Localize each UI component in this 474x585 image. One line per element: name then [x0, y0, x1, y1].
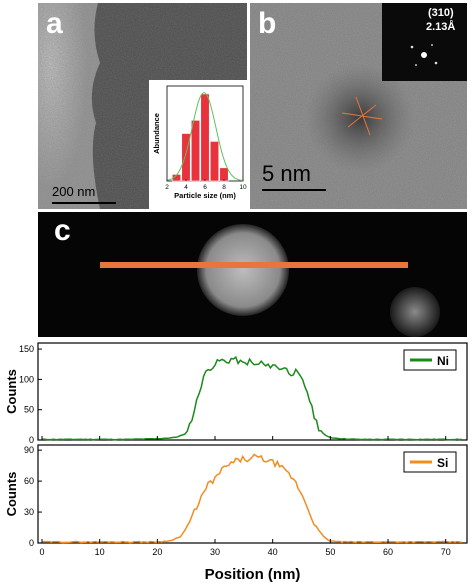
line-scan-charts: 0 50 100 150 Counts Ni 0 30 60 90 Counts Si 0 10 20 30 4… [4, 342, 468, 583]
ni-legend-label: Ni [437, 354, 449, 368]
ni-plot-frame [37, 342, 468, 441]
panel-b-micrograph: b (310) 2.13Å 5 nm [250, 3, 467, 209]
line-scan-path [100, 262, 408, 268]
x-tick-label: 0 [39, 547, 44, 557]
scale-bar-label: 200 nm [52, 184, 96, 199]
si-y-tick-label: 0 [29, 538, 34, 548]
fft-inset: (310) 2.13Å [382, 3, 467, 81]
hist-x-tick-label: 4 [184, 184, 188, 191]
hist-x-tick-label: 10 [239, 184, 247, 191]
hist-x-tick-label: 6 [203, 184, 207, 191]
x-axis-label: Position (nm) [205, 566, 301, 583]
ni-y-tick-label: 0 [29, 435, 34, 445]
hist-gaussian-fit [166, 92, 244, 182]
x-tick-label: 50 [325, 547, 335, 557]
hist-x-tick-label: 8 [222, 184, 226, 191]
si-series-line [41, 453, 462, 544]
x-tick-label: 10 [95, 547, 105, 557]
fft-pattern [410, 44, 438, 66]
hist-ylabel: Abundance [152, 113, 161, 154]
scale-bar [52, 202, 116, 204]
hist-x-tick-label: 2 [165, 184, 169, 191]
si-y-tick-label: 30 [24, 507, 34, 517]
si-plot-frame [37, 444, 468, 544]
panel-b-letter: b [258, 7, 277, 40]
fft-plane-label: (310) [428, 7, 454, 19]
si-y-tick-label: 60 [24, 476, 34, 486]
scale-bar-b-label: 5 nm [262, 161, 311, 186]
fft-spacing-label: 2.13Å [426, 21, 456, 33]
si-y-tick-label: 90 [24, 445, 34, 455]
panel-c-image [100, 224, 440, 337]
ni-y-tick-label: 150 [19, 344, 34, 354]
hist-bar [209, 141, 220, 182]
panel-c-micrograph: c [38, 212, 467, 337]
x-tick-label: 60 [383, 547, 393, 557]
x-tick-label: 40 [268, 547, 278, 557]
ni-y-tick-label: 100 [19, 374, 34, 384]
x-tick-label: 70 [441, 547, 451, 557]
hist-bar [200, 93, 210, 182]
si-legend-label: Si [437, 456, 448, 470]
x-tick-label: 20 [152, 547, 162, 557]
si-ylabel: Counts [4, 472, 19, 517]
x-tick-label: 30 [210, 547, 220, 557]
histogram-inset: 2 4 6 8 10 Particle size (nm) Abundance [149, 80, 247, 209]
panel-c-letter: c [54, 214, 71, 247]
ni-ylabel: Counts [4, 369, 19, 414]
ni-y-tick-label: 50 [24, 405, 34, 415]
panel-a-letter: a [46, 7, 63, 40]
hist-bar [190, 120, 201, 182]
ni-series-line [41, 355, 462, 441]
scale-bar-b [262, 189, 326, 191]
hist-xlabel: Particle size (nm) [174, 191, 236, 200]
